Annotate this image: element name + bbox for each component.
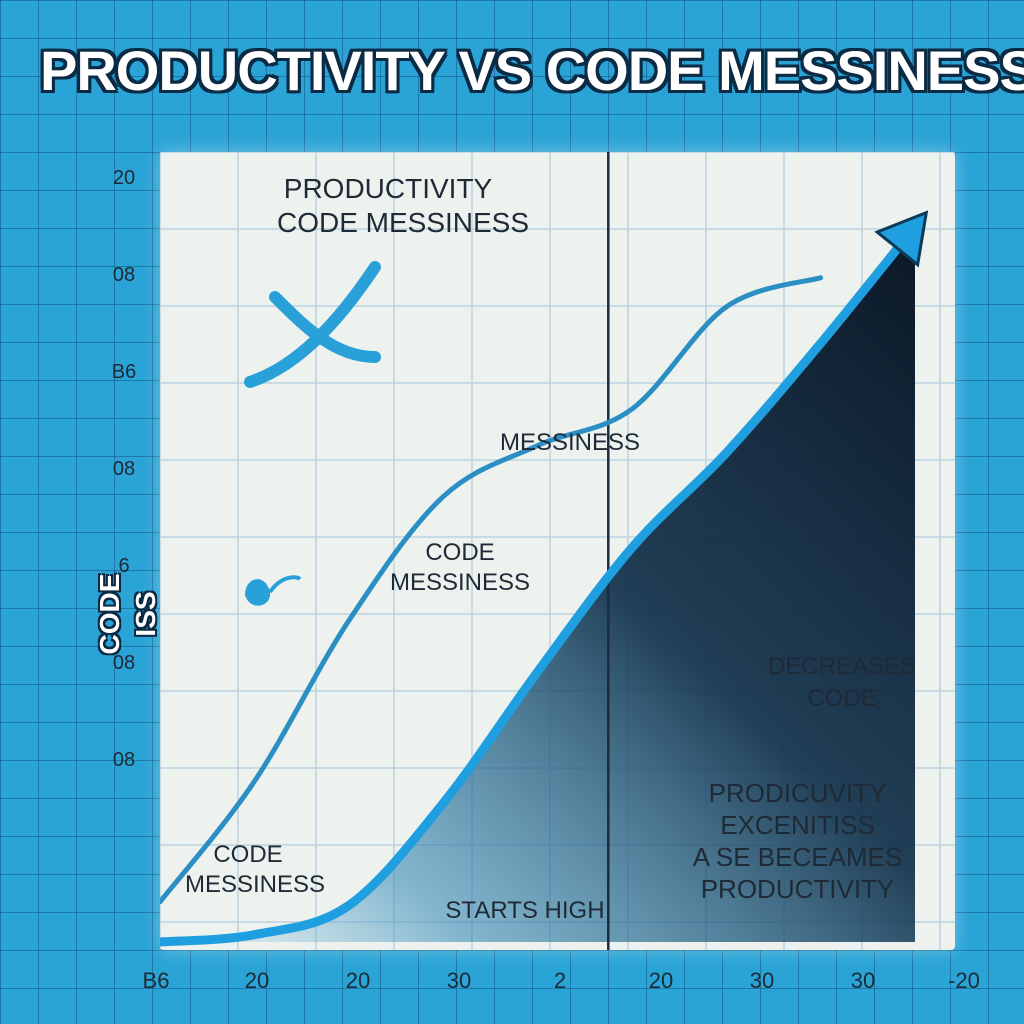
leaf-sprout-icon xyxy=(245,575,302,606)
x-tick-label: 20 xyxy=(648,968,674,993)
x-tick-label: 2 xyxy=(553,968,567,993)
annotation-productivity-3: A SE BECEAMES xyxy=(692,842,903,872)
annotation-messiness-mid: MESSINESS xyxy=(389,569,531,596)
annotation-productivity-2: EXCENITISS xyxy=(720,810,875,840)
x-tick-label: 30 xyxy=(850,968,876,993)
annotation-starts-high: STARTS HIGH xyxy=(445,897,605,924)
x-tick-label: 30 xyxy=(749,968,775,993)
x-tick-label: B6 xyxy=(142,968,170,993)
series-line-lower xyxy=(160,222,920,947)
annotation-decreases-code: CODE xyxy=(807,685,877,712)
x-tick-label: 20 xyxy=(244,968,270,993)
area-fill xyxy=(160,226,915,943)
plot-area: PRODUCTIVITY CODE MESSINESS MESSINESS CO… xyxy=(160,152,955,950)
annotation-code-mid: CODE xyxy=(425,539,495,566)
x-tick-label: 30 xyxy=(446,968,472,993)
x-tick-label: -20 xyxy=(948,968,980,993)
legend-label-code-messiness: CODE MESSINESS xyxy=(276,207,530,238)
arrow-head-icon xyxy=(874,210,929,268)
y-tick-label: B6 xyxy=(111,361,137,383)
y-tick-label: 20 xyxy=(112,167,136,189)
y-tick-label: 08 xyxy=(112,264,136,286)
annotation-messiness: MESSINESS xyxy=(499,429,641,456)
y-tick-label: 08 xyxy=(112,652,136,674)
y-tick-label: 08 xyxy=(112,458,136,480)
x-tick-label: 20 xyxy=(345,968,371,993)
y-tick-label: 08 xyxy=(112,749,136,771)
annotation-productivity-4: PRODUCTIVITY xyxy=(700,874,895,904)
annotation-productivity-1: PRODICUVITY xyxy=(708,778,887,808)
series-line-upper xyxy=(160,275,824,905)
legend-label-productivity: PRODUCTIVITY xyxy=(283,173,493,204)
annotation-code-low: CODE xyxy=(213,841,283,868)
chart-title: PRODUCTIVITY VS CODE MESSINESS xyxy=(40,39,1024,102)
annotation-messiness-low: MESSINESS xyxy=(184,871,326,898)
annotation-decreases: DECREASES xyxy=(767,653,917,680)
y-tick-label: 6 xyxy=(118,555,130,577)
x-squiggle-icon xyxy=(244,261,381,388)
chart-svg xyxy=(160,152,955,950)
